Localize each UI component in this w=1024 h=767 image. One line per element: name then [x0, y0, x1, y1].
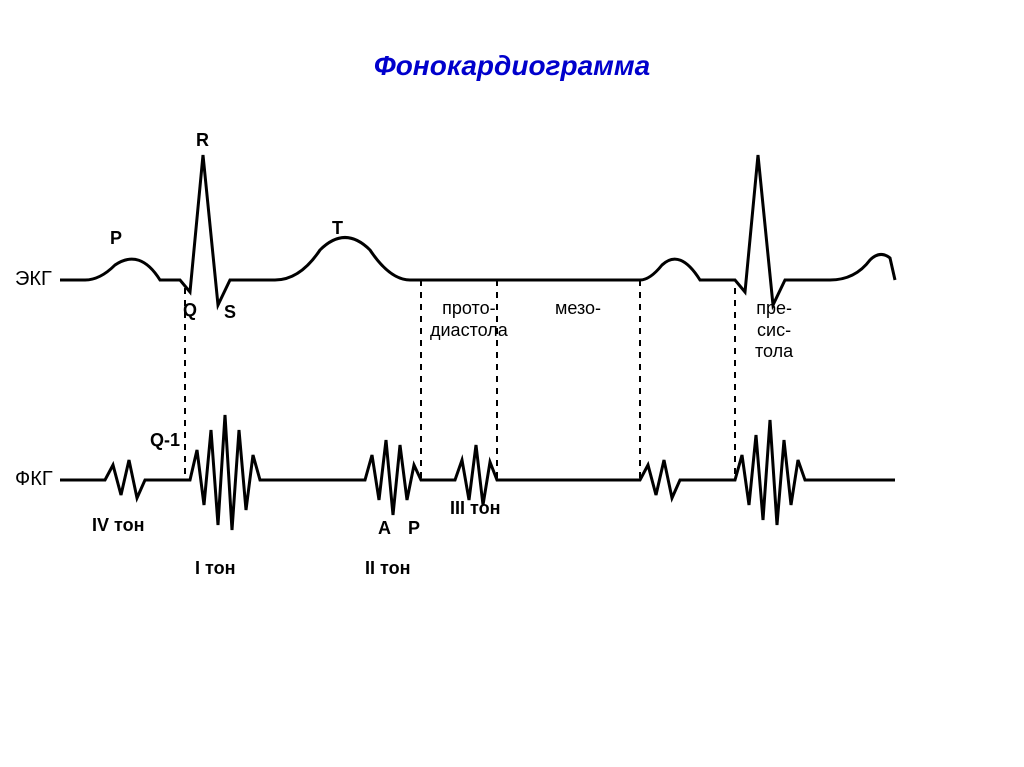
label-pre-text: пре-сис-тола: [755, 298, 793, 361]
label-II: II тон: [365, 558, 410, 579]
ekg-axis-label: ЭКГ: [15, 268, 52, 291]
diagram-svg: [0, 0, 1024, 767]
label-proto-line1: прото-диастола: [430, 298, 508, 340]
label-mezo: мезо-: [555, 298, 601, 320]
label-Q1: Q-1: [150, 430, 180, 451]
label-proto: прото-диастола: [430, 298, 508, 341]
label-I: I тон: [195, 558, 235, 579]
label-R: R: [196, 130, 209, 151]
label-S: S: [224, 302, 236, 323]
label-P2: P: [408, 518, 420, 539]
label-IV: IV тон: [92, 515, 144, 536]
ekg-waveform: [60, 155, 895, 305]
label-Q: Q: [183, 300, 197, 321]
label-pre: пре-сис-тола: [755, 298, 793, 363]
label-T: T: [332, 218, 343, 239]
label-III: III тон: [450, 498, 500, 519]
fkg-axis-label: ФКГ: [15, 468, 53, 491]
label-P: P: [110, 228, 122, 249]
label-A: A: [378, 518, 391, 539]
